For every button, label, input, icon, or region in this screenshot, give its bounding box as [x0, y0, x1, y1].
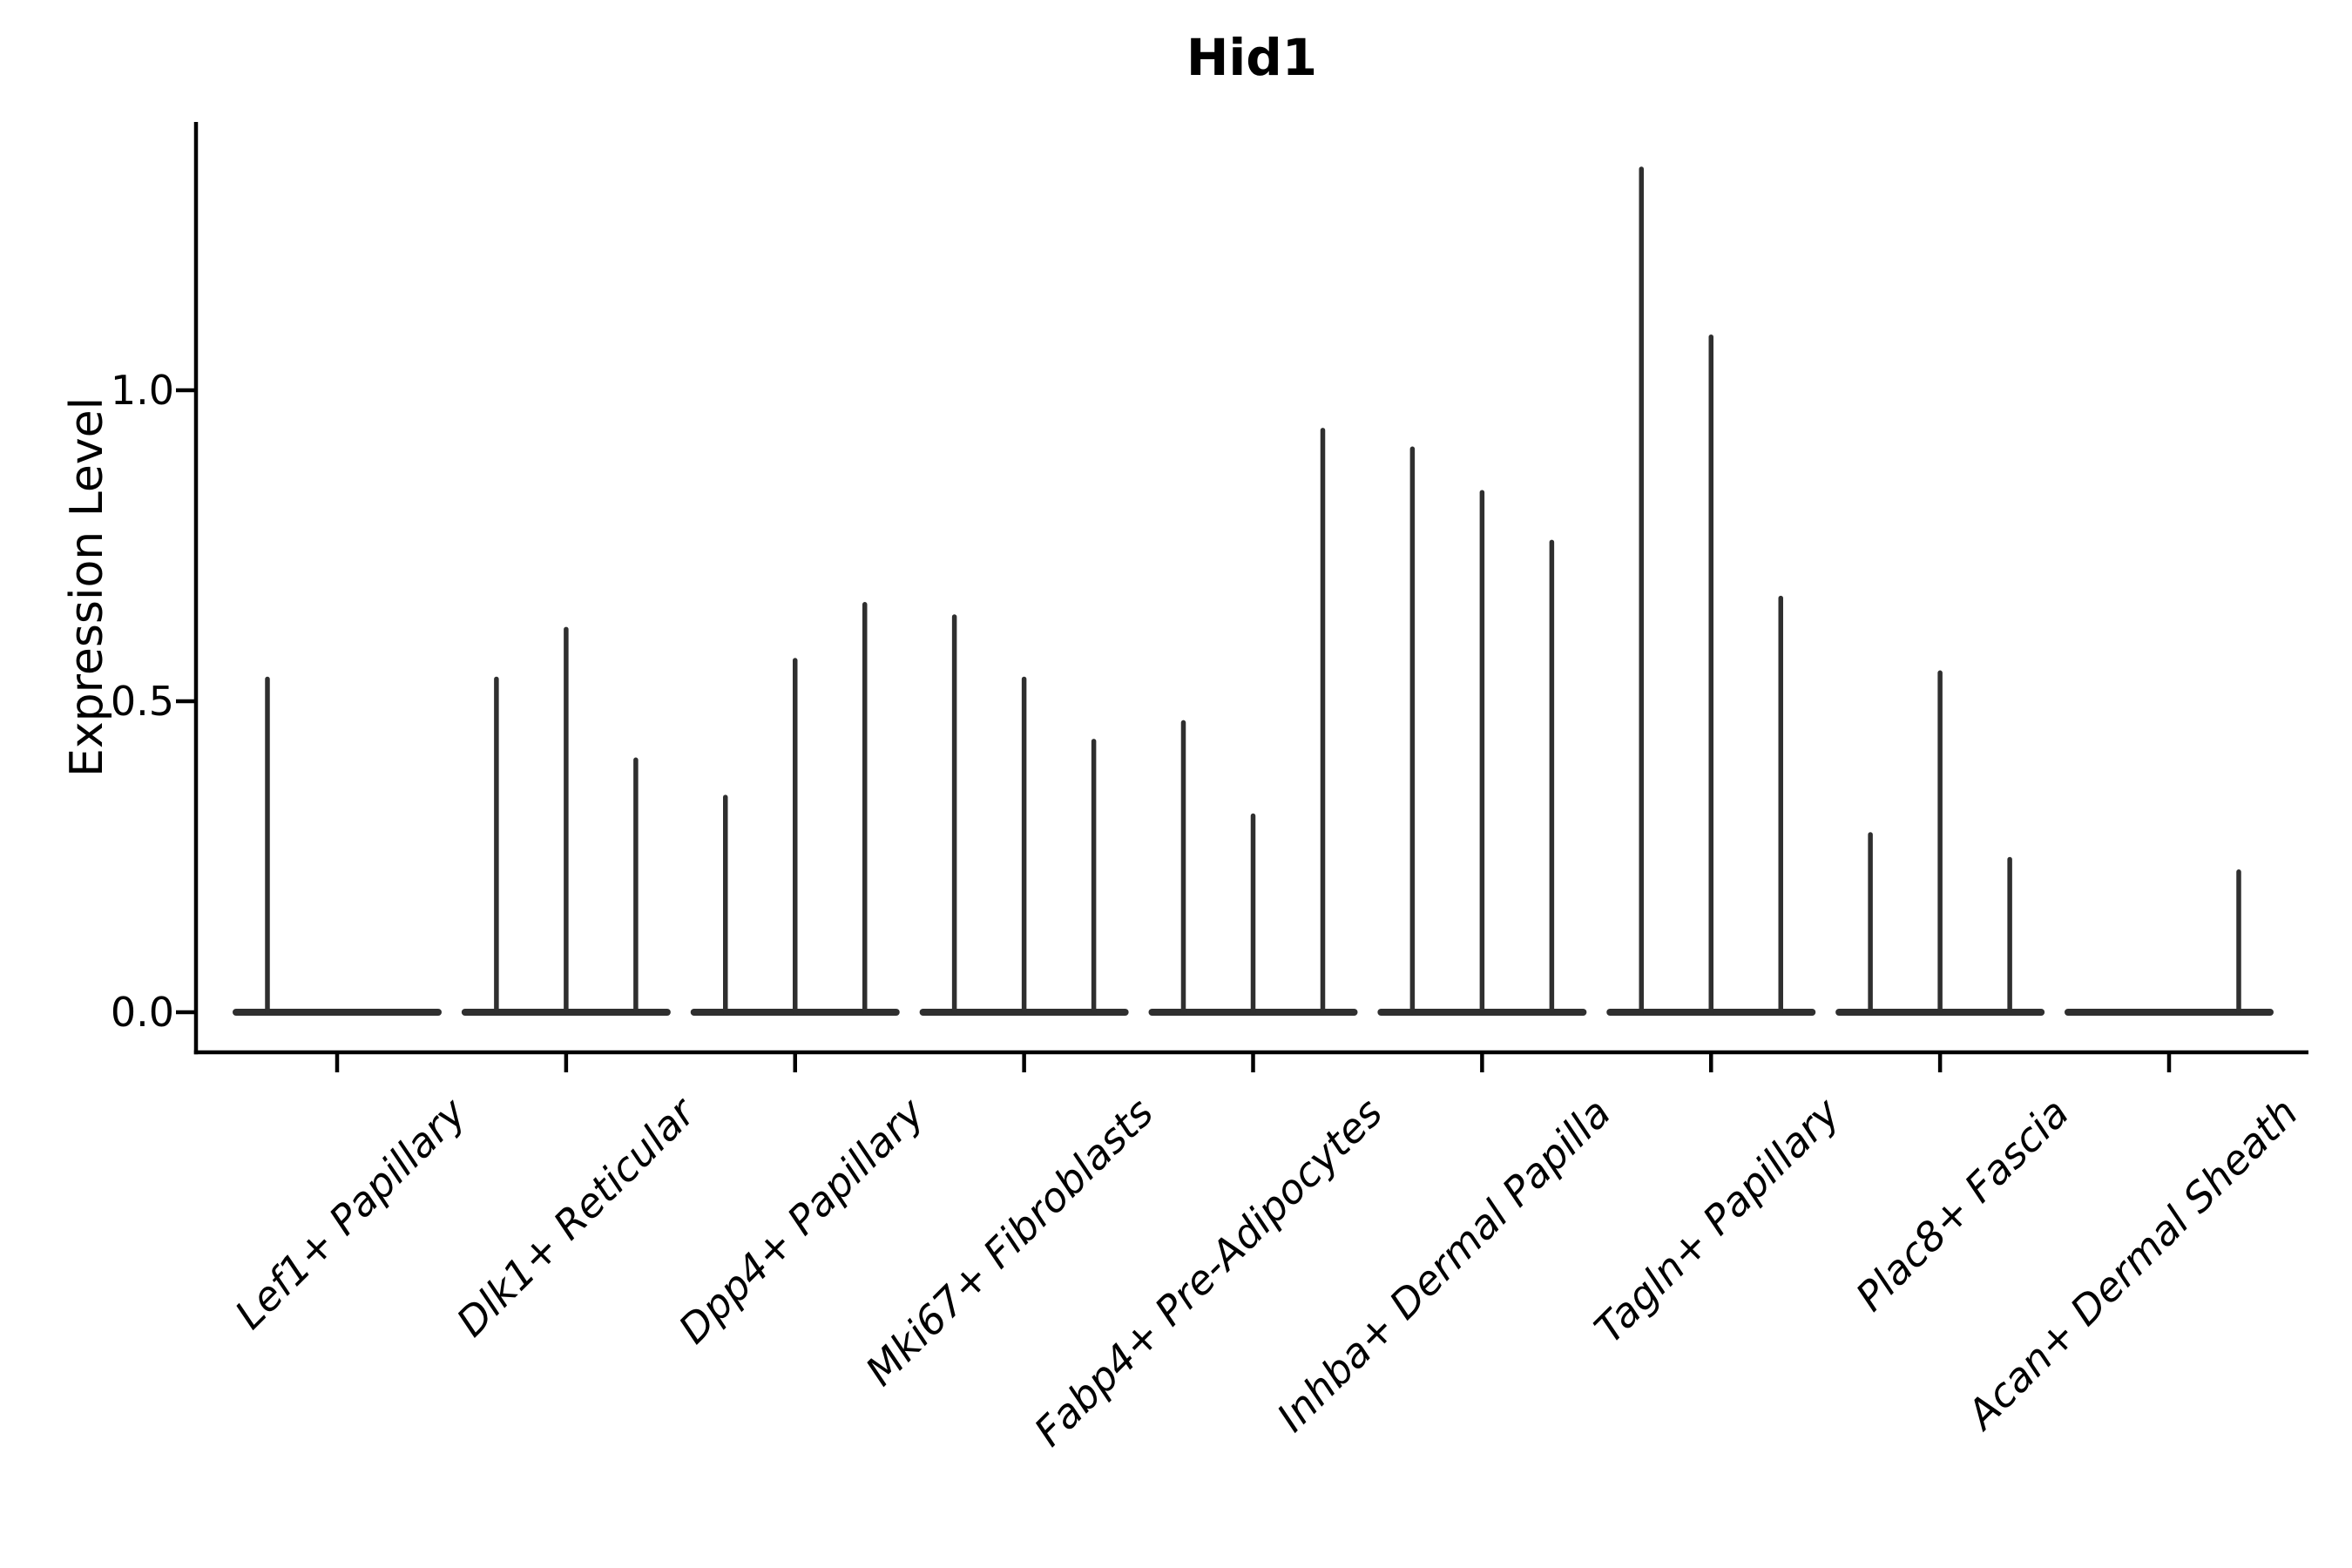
violin-baseline: [233, 1009, 442, 1016]
y-tick-label: 0.5: [110, 678, 174, 725]
y-tick-label: 1.0: [110, 367, 174, 414]
y-tick-label: 0.0: [110, 989, 174, 1036]
violin-baseline: [2065, 1009, 2274, 1016]
chart-title: Hid1: [1186, 28, 1318, 87]
